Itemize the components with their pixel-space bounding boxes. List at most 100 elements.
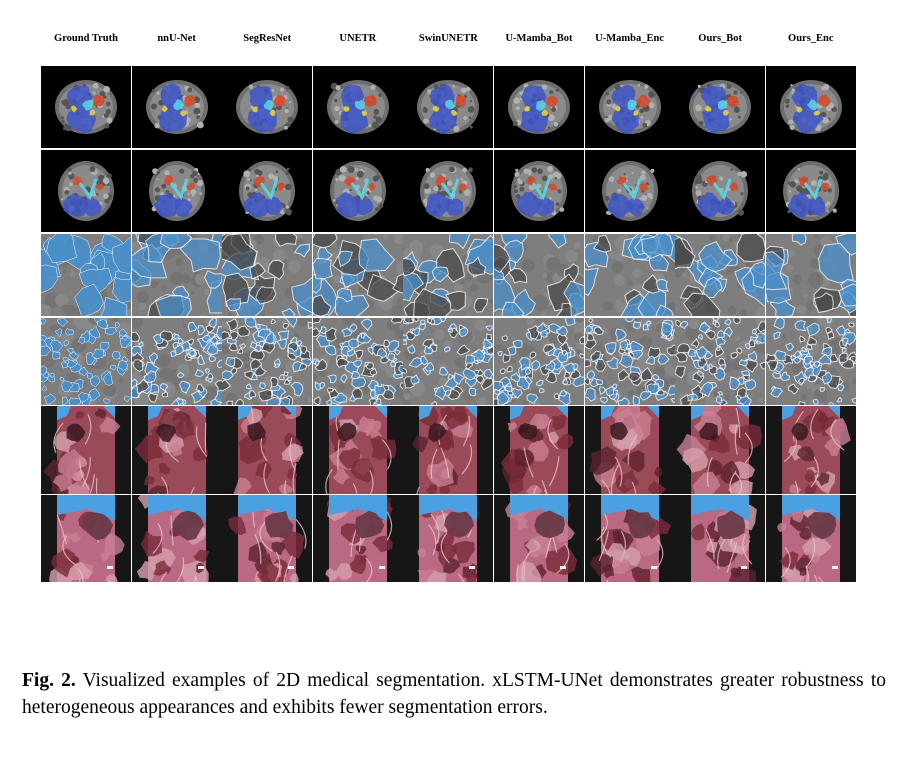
segmentation-image-abdomen-mri-coronal xyxy=(312,150,403,232)
column-header: Ours_Enc xyxy=(788,33,834,44)
segmentation-image-canvas xyxy=(312,234,403,316)
segmentation-image-cell-microscopy-sparse xyxy=(222,234,313,316)
segmentation-image-canvas xyxy=(675,318,766,405)
segmentation-image-cell-microscopy-sparse xyxy=(584,234,675,316)
segmentation-image-canvas xyxy=(584,66,675,148)
column-header: U-Mamba_Enc xyxy=(595,33,665,44)
segmentation-image-endoscopy-surgical-b xyxy=(494,495,584,582)
segmentation-image-canvas xyxy=(494,495,584,582)
column-header: Ground Truth xyxy=(54,33,118,44)
segmentation-image-canvas xyxy=(494,234,584,316)
caption-label: Fig. 2. xyxy=(22,669,76,691)
segmentation-image-endoscopy-surgical-b xyxy=(584,495,675,582)
segmentation-image-canvas xyxy=(403,495,494,582)
segmentation-image-canvas xyxy=(403,150,494,232)
segmentation-image-abdomen-mri-coronal xyxy=(131,150,222,232)
column-header: UNETR xyxy=(339,33,377,44)
segmentation-image-canvas xyxy=(312,406,403,494)
segmentation-image-canvas xyxy=(131,318,222,405)
segmentation-image-canvas xyxy=(765,150,856,232)
segmentation-image-canvas xyxy=(222,234,313,316)
column-header: Ours_Bot xyxy=(698,33,743,44)
segmentation-image-abdomen-mri-coronal xyxy=(675,150,766,232)
segmentation-image-canvas xyxy=(41,66,131,148)
segmentation-image-canvas xyxy=(675,66,766,148)
segmentation-image-cell-microscopy-dense xyxy=(222,318,313,405)
segmentation-image-cell-microscopy-dense xyxy=(675,318,766,405)
segmentation-image-canvas xyxy=(131,66,222,148)
segmentation-image-abdomen-mri-axial xyxy=(494,66,584,148)
segmentation-image-abdomen-mri-axial xyxy=(312,66,403,148)
segmentation-image-cell-microscopy-dense xyxy=(403,318,494,405)
segmentation-image-endoscopy-surgical-b xyxy=(41,495,131,582)
segmentation-image-endoscopy-surgical-a xyxy=(312,406,403,494)
segmentation-image-abdomen-mri-coronal xyxy=(765,150,856,232)
segmentation-image-canvas xyxy=(41,234,131,316)
segmentation-image-canvas xyxy=(222,150,313,232)
segmentation-image-canvas xyxy=(41,150,131,232)
segmentation-image-canvas xyxy=(765,66,856,148)
segmentation-image-canvas xyxy=(312,150,403,232)
segmentation-image-canvas xyxy=(41,406,131,494)
segmentation-image-abdomen-mri-axial xyxy=(765,66,856,148)
segmentation-image-endoscopy-surgical-b xyxy=(403,495,494,582)
segmentation-image-canvas xyxy=(765,234,856,316)
segmentation-image-cell-microscopy-dense xyxy=(765,318,856,405)
segmentation-image-endoscopy-surgical-a xyxy=(494,406,584,494)
segmentation-image-canvas xyxy=(312,318,403,405)
column-header: SegResNet xyxy=(243,33,292,44)
segmentation-image-cell-microscopy-dense xyxy=(131,318,222,405)
segmentation-image-canvas xyxy=(312,66,403,148)
column-header: nnU-Net xyxy=(157,33,196,44)
segmentation-image-cell-microscopy-sparse xyxy=(494,234,584,316)
segmentation-image-abdomen-mri-axial xyxy=(584,66,675,148)
segmentation-image-canvas xyxy=(222,495,313,582)
segmentation-image-endoscopy-surgical-b xyxy=(222,495,313,582)
segmentation-image-cell-microscopy-dense xyxy=(41,318,131,405)
segmentation-image-canvas xyxy=(222,406,313,494)
segmentation-image-cell-microscopy-sparse xyxy=(675,234,766,316)
segmentation-image-canvas xyxy=(222,318,313,405)
segmentation-image-cell-microscopy-sparse xyxy=(765,234,856,316)
segmentation-image-cell-microscopy-sparse xyxy=(131,234,222,316)
segmentation-image-abdomen-mri-axial xyxy=(222,66,313,148)
segmentation-image-endoscopy-surgical-b xyxy=(131,495,222,582)
segmentation-image-endoscopy-surgical-a xyxy=(222,406,313,494)
segmentation-image-canvas xyxy=(494,150,584,232)
segmentation-image-cell-microscopy-sparse xyxy=(312,234,403,316)
segmentation-image-cell-microscopy-dense xyxy=(494,318,584,405)
segmentation-image-canvas xyxy=(584,495,675,582)
segmentation-image-canvas xyxy=(494,406,584,494)
segmentation-image-endoscopy-surgical-a xyxy=(584,406,675,494)
segmentation-image-canvas xyxy=(41,495,131,582)
segmentation-image-abdomen-mri-coronal xyxy=(41,150,131,232)
segmentation-image-canvas xyxy=(765,318,856,405)
column-header: U-Mamba_Bot xyxy=(505,33,573,44)
segmentation-image-canvas xyxy=(675,495,766,582)
segmentation-image-cell-microscopy-sparse xyxy=(41,234,131,316)
segmentation-image-canvas xyxy=(494,318,584,405)
segmentation-image-abdomen-mri-coronal xyxy=(222,150,313,232)
caption-text: Visualized examples of 2D medical segmen… xyxy=(22,669,886,718)
segmentation-image-endoscopy-surgical-b xyxy=(675,495,766,582)
segmentation-image-endoscopy-surgical-b xyxy=(312,495,403,582)
segmentation-image-cell-microscopy-sparse xyxy=(403,234,494,316)
segmentation-image-abdomen-mri-coronal xyxy=(494,150,584,232)
segmentation-image-abdomen-mri-axial xyxy=(131,66,222,148)
segmentation-image-canvas xyxy=(131,406,222,494)
segmentation-image-canvas xyxy=(222,66,313,148)
segmentation-image-cell-microscopy-dense xyxy=(584,318,675,405)
segmentation-image-canvas xyxy=(131,234,222,316)
segmentation-image-canvas xyxy=(675,406,766,494)
segmentation-image-canvas xyxy=(403,318,494,405)
segmentation-image-canvas xyxy=(765,406,856,494)
segmentation-image-canvas xyxy=(131,495,222,582)
segmentation-image-canvas xyxy=(584,406,675,494)
segmentation-image-canvas xyxy=(41,318,131,405)
figure-caption: Fig. 2. Visualized examples of 2D medica… xyxy=(22,667,886,721)
segmentation-image-endoscopy-surgical-a xyxy=(403,406,494,494)
segmentation-image-canvas xyxy=(675,150,766,232)
segmentation-image-endoscopy-surgical-a xyxy=(131,406,222,494)
segmentation-image-canvas xyxy=(675,234,766,316)
